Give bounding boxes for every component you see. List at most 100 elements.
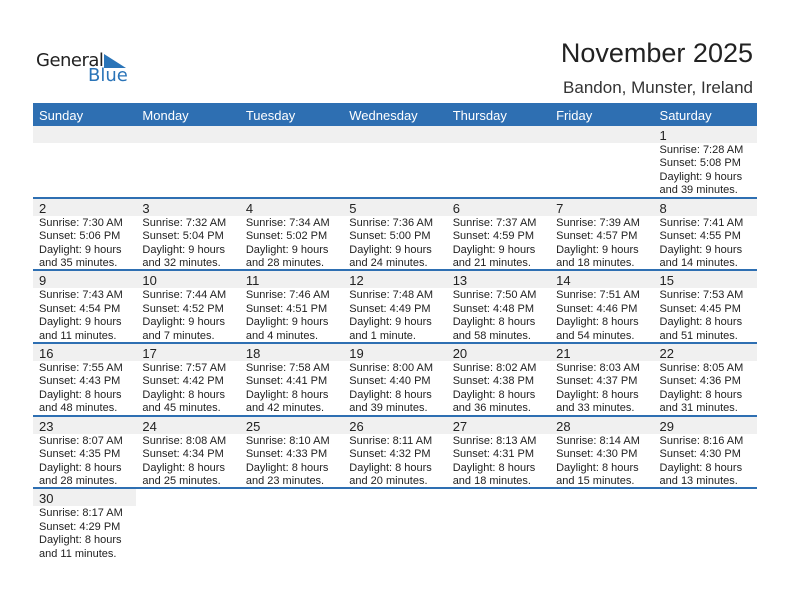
day-cell: 23 Sunrise: 8:07 AM Sunset: 4:35 PM Dayl… bbox=[33, 416, 137, 489]
day-info: Sunrise: 7:36 AM Sunset: 5:00 PM Dayligh… bbox=[343, 216, 446, 271]
day-number: 17 bbox=[136, 344, 240, 362]
day-cell: 4 Sunrise: 7:34 AM Sunset: 5:02 PM Dayli… bbox=[239, 198, 344, 270]
day-number: 6 bbox=[446, 198, 551, 216]
weekday-monday: Monday bbox=[142, 108, 189, 123]
day-cell: 21 Sunrise: 8:03 AM Sunset: 4:37 PM Dayl… bbox=[550, 344, 654, 415]
day-cell: 7 Sunrise: 7:39 AM Sunset: 4:57 PM Dayli… bbox=[550, 198, 654, 271]
day-cell: 15 Sunrise: 7:53 AM Sunset: 4:45 PM Dayl… bbox=[653, 271, 757, 342]
day-number: 21 bbox=[550, 344, 654, 362]
day-band bbox=[446, 126, 551, 143]
daylight-minutes: and 18 minutes. bbox=[556, 256, 635, 269]
sunset: Sunset: 4:36 PM bbox=[659, 375, 741, 388]
day-band bbox=[33, 126, 137, 143]
sunrise: Sunrise: 7:28 AM bbox=[659, 144, 744, 156]
day-cell: 19 Sunrise: 8:00 AM Sunset: 4:40 PM Dayl… bbox=[343, 344, 447, 416]
day-number: 29 bbox=[653, 416, 757, 434]
day-info: Sunrise: 7:30 AM Sunset: 5:06 PM Dayligh… bbox=[33, 216, 136, 271]
sunrise: Sunrise: 7:43 AM bbox=[39, 289, 123, 302]
daylight-minutes: and 21 minutes. bbox=[452, 256, 531, 269]
daylight: Daylight: 9 hours bbox=[245, 316, 329, 329]
day-info: Sunrise: 8:00 AM Sunset: 4:40 PM Dayligh… bbox=[343, 361, 446, 416]
sunset: Sunset: 5:06 PM bbox=[39, 230, 121, 243]
page-title: November 2025 bbox=[560, 38, 753, 68]
sunrise: Sunrise: 7:51 AM bbox=[556, 289, 640, 302]
sunset: Sunset: 4:38 PM bbox=[452, 375, 535, 388]
day-number: 22 bbox=[653, 344, 757, 362]
daylight-minutes: and 4 minutes. bbox=[245, 329, 318, 342]
sunset: Sunset: 4:52 PM bbox=[142, 302, 224, 315]
sunrise: Sunrise: 7:39 AM bbox=[556, 216, 640, 229]
day-info: Sunrise: 7:37 AM Sunset: 4:59 PM Dayligh… bbox=[447, 216, 550, 271]
daylight-minutes: and 24 minutes. bbox=[349, 256, 428, 269]
day-number: 2 bbox=[33, 198, 137, 216]
week-row: 30 Sunrise: 8:17 AM Sunset: 4:29 PM Dayl… bbox=[33, 489, 757, 562]
daylight: Daylight: 8 hours bbox=[556, 388, 639, 401]
day-info: Sunrise: 8:17 AM Sunset: 4:29 PM Dayligh… bbox=[33, 506, 136, 561]
daylight-minutes: and 31 minutes. bbox=[659, 402, 738, 415]
empty-cell bbox=[136, 126, 240, 197]
sunset: Sunset: 5:00 PM bbox=[349, 230, 431, 243]
daylight-minutes: and 28 minutes. bbox=[39, 474, 118, 487]
sunrise: Sunrise: 8:05 AM bbox=[659, 362, 744, 375]
logo-text-blue: Blue bbox=[88, 65, 128, 86]
weekday-header: Sunday Monday Tuesday Wednesday Thursday Frid… bbox=[33, 103, 757, 126]
day-number: 5 bbox=[343, 198, 447, 216]
daylight: Daylight: 8 hours bbox=[452, 388, 536, 401]
day-cell: 12 Sunrise: 7:48 AM Sunset: 4:49 PM Dayl… bbox=[343, 271, 447, 342]
daylight: Daylight: 9 hours bbox=[659, 243, 743, 256]
sunset: Sunset: 4:31 PM bbox=[452, 448, 535, 461]
day-cell: 8 Sunrise: 7:41 AM Sunset: 4:55 PM Dayli… bbox=[653, 198, 757, 270]
day-number: 18 bbox=[239, 344, 344, 362]
daylight: Daylight: 8 hours bbox=[556, 461, 639, 474]
sunset: Sunset: 4:45 PM bbox=[659, 302, 741, 315]
daylight: Daylight: 8 hours bbox=[349, 388, 432, 401]
sunrise: Sunrise: 7:57 AM bbox=[142, 362, 227, 375]
daylight-minutes: and 15 minutes. bbox=[556, 474, 635, 487]
day-cell: 9 Sunrise: 7:43 AM Sunset: 4:54 PM Dayli… bbox=[33, 271, 137, 342]
daylight: Daylight: 9 hours bbox=[452, 243, 536, 256]
logo: General Blue bbox=[36, 50, 136, 90]
sunrise: Sunrise: 7:30 AM bbox=[39, 216, 123, 229]
sunrise: Sunrise: 8:02 AM bbox=[452, 362, 537, 375]
day-info: Sunrise: 8:07 AM Sunset: 4:35 PM Dayligh… bbox=[33, 434, 136, 489]
day-cell: 16 Sunrise: 7:55 AM Sunset: 4:43 PM Dayl… bbox=[33, 344, 137, 415]
day-cell: 27 Sunrise: 8:13 AM Sunset: 4:31 PM Dayl… bbox=[446, 416, 551, 488]
daylight: Daylight: 8 hours bbox=[349, 461, 432, 474]
empty-cell bbox=[343, 126, 447, 197]
daylight-minutes: and 14 minutes. bbox=[659, 256, 738, 269]
daylight-minutes: and 7 minutes. bbox=[142, 329, 215, 342]
day-cell: 2 Sunrise: 7:30 AM Sunset: 5:06 PM Dayli… bbox=[33, 198, 137, 271]
daylight: Daylight: 8 hours bbox=[39, 388, 122, 401]
daylight: Daylight: 8 hours bbox=[39, 461, 122, 474]
day-cell: 6 Sunrise: 7:37 AM Sunset: 4:59 PM Dayli… bbox=[446, 198, 551, 271]
sunrise: Sunrise: 7:41 AM bbox=[659, 216, 744, 229]
weekday-sunday: Sunday bbox=[39, 108, 84, 123]
sunrise: Sunrise: 7:44 AM bbox=[142, 289, 227, 302]
day-number: 25 bbox=[239, 416, 344, 434]
empty-cell bbox=[136, 489, 239, 562]
day-cell: 13 Sunrise: 7:50 AM Sunset: 4:48 PM Dayl… bbox=[446, 271, 551, 342]
sunrise: Sunrise: 8:14 AM bbox=[556, 434, 640, 447]
sunset: Sunset: 4:46 PM bbox=[556, 302, 638, 315]
day-info: Sunrise: 7:39 AM Sunset: 4:57 PM Dayligh… bbox=[550, 216, 653, 271]
sunset: Sunset: 4:54 PM bbox=[39, 302, 121, 315]
day-number: 20 bbox=[446, 344, 551, 362]
day-cell: 3 Sunrise: 7:32 AM Sunset: 5:04 PM Dayli… bbox=[136, 198, 240, 270]
sunrise: Sunrise: 7:32 AM bbox=[142, 216, 227, 229]
day-info: Sunrise: 7:46 AM Sunset: 4:51 PM Dayligh… bbox=[240, 288, 343, 343]
day-cell: 11 Sunrise: 7:46 AM Sunset: 4:51 PM Dayl… bbox=[239, 271, 344, 343]
empty-cell bbox=[654, 489, 757, 562]
daylight: Daylight: 8 hours bbox=[659, 461, 743, 474]
sunset: Sunset: 4:51 PM bbox=[245, 302, 328, 315]
empty-cell bbox=[240, 489, 343, 562]
daylight-minutes: and 20 minutes. bbox=[349, 474, 428, 487]
daylight: Daylight: 9 hours bbox=[142, 243, 225, 256]
weekday-tuesday: Tuesday bbox=[245, 108, 296, 123]
daylight-minutes: and 48 minutes. bbox=[39, 402, 118, 415]
day-cell: 24 Sunrise: 8:08 AM Sunset: 4:34 PM Dayl… bbox=[136, 416, 240, 488]
sunset: Sunset: 4:37 PM bbox=[556, 375, 638, 388]
day-number: 28 bbox=[550, 416, 654, 434]
weekday-friday: Friday bbox=[556, 108, 593, 123]
sunrise: Sunrise: 8:11 AM bbox=[349, 434, 433, 447]
daylight-minutes: and 35 minutes. bbox=[39, 256, 118, 269]
